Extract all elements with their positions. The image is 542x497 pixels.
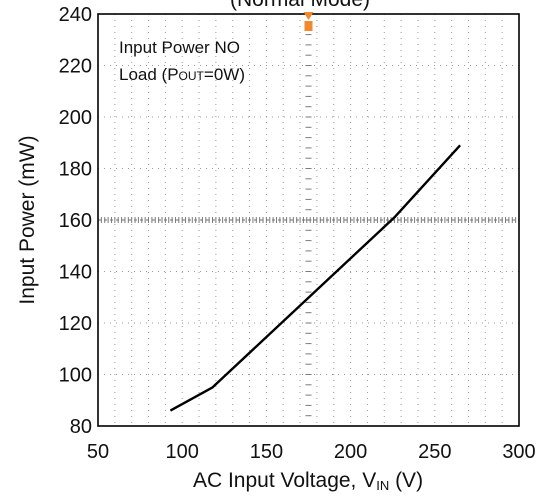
x-tick-labels: 50 100 150 200 250 300 [87, 441, 536, 463]
y-tick-label: 100 [59, 365, 92, 387]
y-tick-label: 120 [59, 313, 92, 335]
x-axis-label: AC Input Voltage, VIN (V) [193, 469, 423, 493]
y-axis-label: Input Power (mW) [16, 135, 39, 304]
series-layer [169, 144, 461, 412]
y-tick-label: 180 [59, 159, 92, 181]
y-tick-label: 200 [59, 107, 92, 129]
annotation-line-2: Load (POUT=0W) [119, 65, 245, 84]
y-tick-label: 80 [70, 416, 92, 438]
series-line-1 [169, 144, 461, 412]
x-tick-label: 300 [502, 441, 535, 463]
x-tick-label: 250 [418, 441, 451, 463]
x-axis-label-sub: IN [376, 478, 389, 493]
top-marker [303, 12, 314, 31]
x-axis-label-unit: (V) [389, 469, 423, 492]
x-tick-label: 100 [166, 441, 199, 463]
marker-flag [304, 21, 313, 31]
x-tick-label: 50 [87, 441, 109, 463]
y-tick-label: 160 [59, 210, 92, 232]
y-tick-labels: 80 100 120 140 160 180 200 220 240 [59, 4, 92, 438]
y-tick-label: 240 [59, 4, 92, 26]
annotation-suffix: =0W) [204, 65, 245, 84]
marker-triangle [303, 12, 314, 20]
x-axis-label-main: AC Input Voltage, V [193, 469, 376, 492]
grid [97, 13, 520, 427]
annotation-subscript: OUT [179, 69, 205, 83]
x-tick-label: 150 [250, 441, 283, 463]
annotation-line-1: Input Power NO [119, 38, 240, 57]
chart-title: (Normal Mode) [230, 0, 370, 11]
annotation-prefix: Load (P [119, 65, 179, 84]
y-tick-label: 220 [59, 56, 92, 78]
x-tick-label: 200 [334, 441, 367, 463]
y-tick-label: 140 [59, 262, 92, 284]
